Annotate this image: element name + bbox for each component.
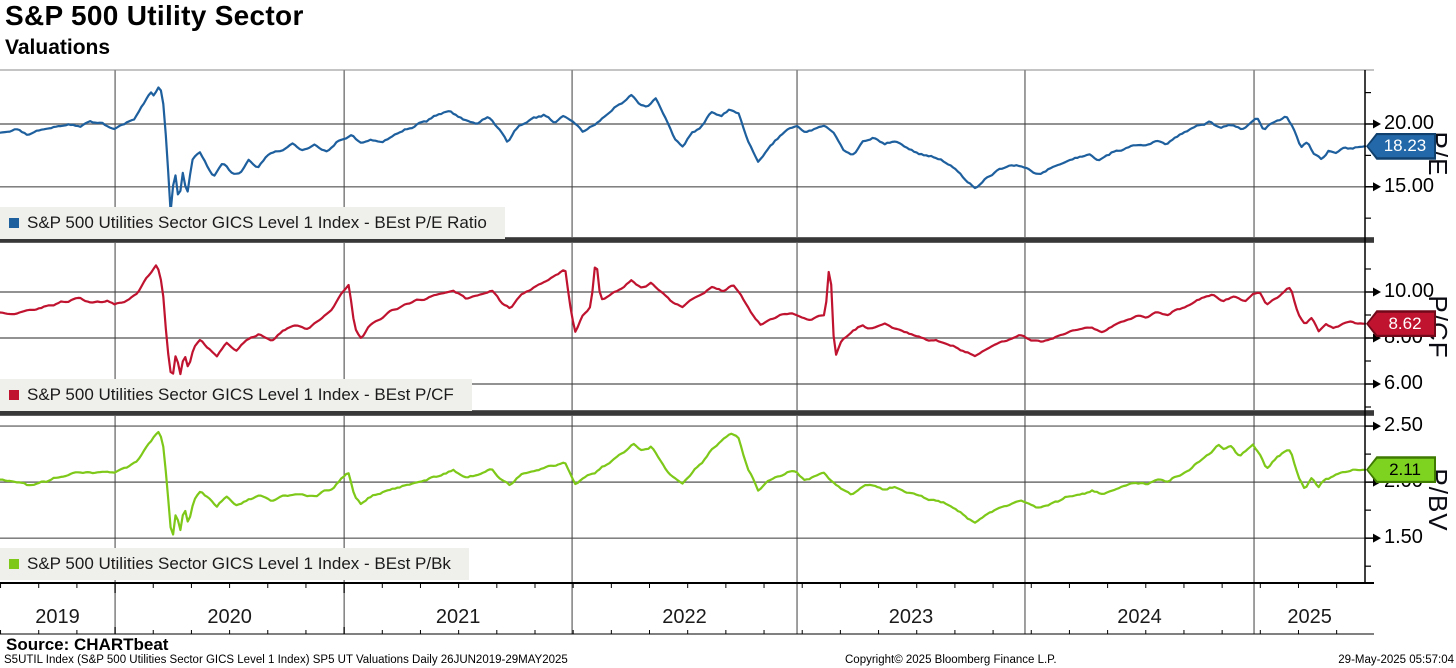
y-tick-label: 1.50 bbox=[1384, 526, 1423, 549]
y-tick-label: 10.00 bbox=[1384, 279, 1435, 302]
pcf-last-value-badge: 8.62 bbox=[1366, 310, 1436, 338]
pe-last-value-badge: 18.23 bbox=[1366, 132, 1436, 160]
page-subtitle: Valuations bbox=[5, 36, 111, 59]
pbv-series-marker-icon bbox=[9, 559, 19, 569]
pe-last-value: 18.23 bbox=[1368, 135, 1434, 158]
x-year-label: 2024 bbox=[1117, 606, 1162, 628]
legend-pe-label: S&P 500 Utilities Sector GICS Level 1 In… bbox=[27, 213, 487, 232]
x-year-label: 2020 bbox=[207, 606, 252, 628]
legend-pbv-label: S&P 500 Utilities Sector GICS Level 1 In… bbox=[27, 554, 451, 573]
y-tick-label: 2.50 bbox=[1384, 414, 1423, 437]
page-title: S&P 500 Utility Sector bbox=[5, 0, 304, 31]
pbv-last-value: 2.11 bbox=[1368, 458, 1434, 481]
x-year-label: 2021 bbox=[435, 606, 481, 628]
pbv-last-value-badge: 2.11 bbox=[1366, 456, 1436, 484]
pcf-series-marker-icon bbox=[9, 390, 19, 400]
pcf-last-value: 8.62 bbox=[1368, 312, 1434, 335]
x-year-label: 2019 bbox=[35, 606, 80, 628]
source-line: Source: CHARTbeat bbox=[6, 635, 169, 654]
y-tick-label: 6.00 bbox=[1384, 372, 1423, 394]
legend-pcf: S&P 500 Utilities Sector GICS Level 1 In… bbox=[0, 379, 472, 411]
x-year-label: 2022 bbox=[662, 606, 707, 628]
footer-timestamp: 29-May-2025 05:57:04 bbox=[1338, 654, 1454, 666]
footer-copyright: Copyright© 2025 Bloomberg Finance L.P. bbox=[845, 654, 1057, 666]
pe-series-marker-icon bbox=[9, 218, 19, 228]
legend-pe: S&P 500 Utilities Sector GICS Level 1 In… bbox=[0, 207, 505, 239]
x-year-label: 2025 bbox=[1287, 606, 1332, 628]
y-tick-label: 20.00 bbox=[1384, 111, 1435, 134]
legend-pbv: S&P 500 Utilities Sector GICS Level 1 In… bbox=[0, 548, 469, 580]
x-year-label: 2023 bbox=[888, 606, 934, 628]
y-tick-label: 15.00 bbox=[1384, 174, 1435, 197]
legend-pcf-label: S&P 500 Utilities Sector GICS Level 1 In… bbox=[27, 385, 454, 404]
footer-security-description: S5UTIL Index (S&P 500 Utilities Sector G… bbox=[4, 654, 568, 666]
